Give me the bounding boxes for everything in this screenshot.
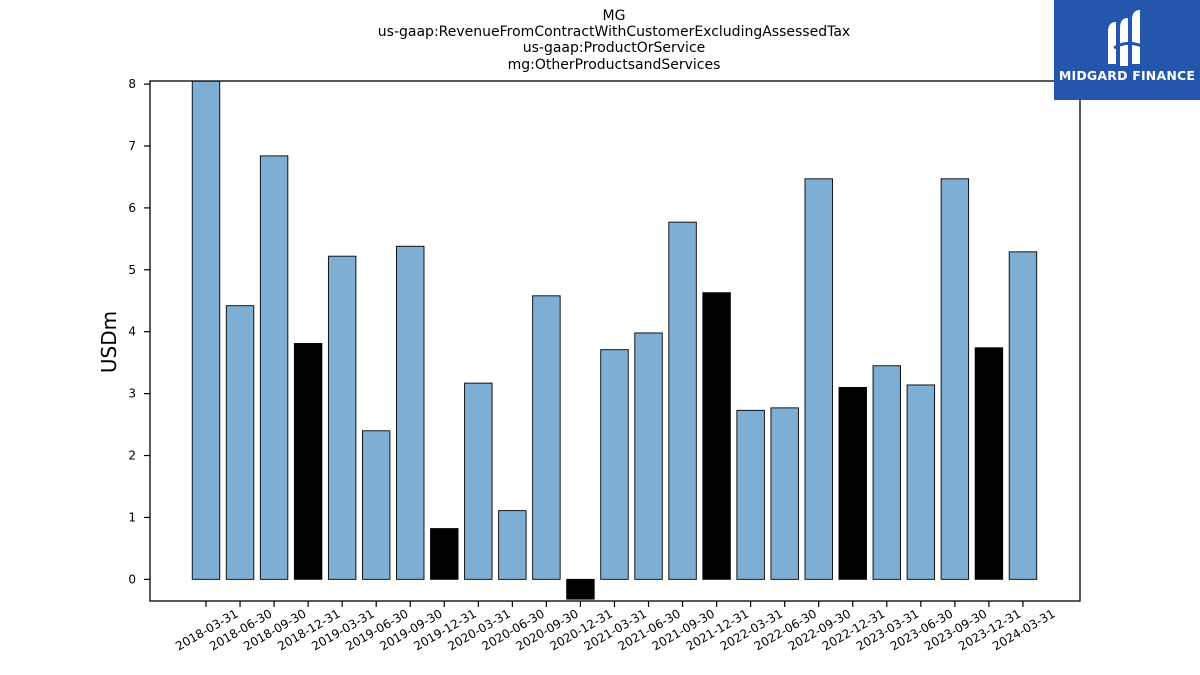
bar-2018-09-30 [259, 155, 289, 580]
chart-title-line-3: us-gaap:ProductOrService [523, 40, 706, 56]
bar-2022-06-30 [770, 407, 799, 580]
bar-2022-12-31 [838, 386, 867, 580]
bar-2020-12-31 [566, 578, 595, 600]
chart-title-line-2: us-gaap:RevenueFromContractWithCustomerE… [378, 24, 850, 40]
chart-title-line-1: MG [603, 8, 626, 24]
bar-2022-09-30 [804, 178, 833, 580]
bar-2023-09-30 [940, 178, 970, 580]
bar-2020-06-30 [498, 510, 527, 580]
y-tick-label: 4 [128, 325, 136, 339]
y-tick-label: 1 [128, 510, 136, 524]
bar-2020-03-31 [464, 382, 493, 580]
bar-2021-09-30 [668, 221, 697, 580]
x-axis: 2018-03-312018-06-302018-09-302018-12-31… [173, 601, 1057, 653]
y-tick-label: 2 [128, 449, 136, 463]
bar-2020-09-30 [532, 295, 561, 580]
y-tick-label: 0 [128, 572, 136, 586]
bar-2021-06-30 [634, 332, 663, 580]
y-tick-label: 3 [128, 387, 136, 401]
bar-2023-12-31 [974, 347, 1004, 580]
bar-2019-06-30 [362, 430, 391, 580]
logo-text: MIDGARD FINANCE [1058, 68, 1196, 83]
chart-title: MG us-gaap:RevenueFromContractWithCustom… [378, 8, 850, 73]
y-tick-label: 7 [128, 139, 136, 153]
midgard-finance-logo: MIDGARD FINANCE [1054, 0, 1200, 100]
plot-frame [149, 80, 1081, 602]
bar-2018-03-31 [191, 80, 221, 580]
bar-series [191, 80, 1038, 600]
y-axis-label: USDm [97, 311, 121, 373]
bar-2019-09-30 [396, 245, 425, 580]
bar-2022-03-31 [736, 409, 765, 580]
bar-2023-06-30 [906, 384, 936, 580]
bar-2023-03-31 [872, 365, 901, 580]
chart-title-line-4: mg:OtherProductsandServices [508, 57, 721, 73]
bar-2024-03-31 [1008, 251, 1038, 580]
midgard-m-logo-icon [1108, 10, 1143, 66]
bar-2019-12-31 [430, 528, 459, 580]
bar-2018-12-31 [293, 343, 323, 580]
bar-2019-03-31 [327, 255, 357, 580]
y-axis: 0 1 2 3 4 5 6 7 8 [128, 77, 150, 586]
bar-2018-06-30 [225, 305, 255, 580]
y-tick-label: 8 [128, 77, 136, 91]
y-tick-label: 6 [128, 201, 136, 215]
y-tick-label: 5 [128, 263, 136, 277]
bar-2021-03-31 [600, 349, 629, 580]
bar-2021-12-31 [702, 292, 731, 580]
